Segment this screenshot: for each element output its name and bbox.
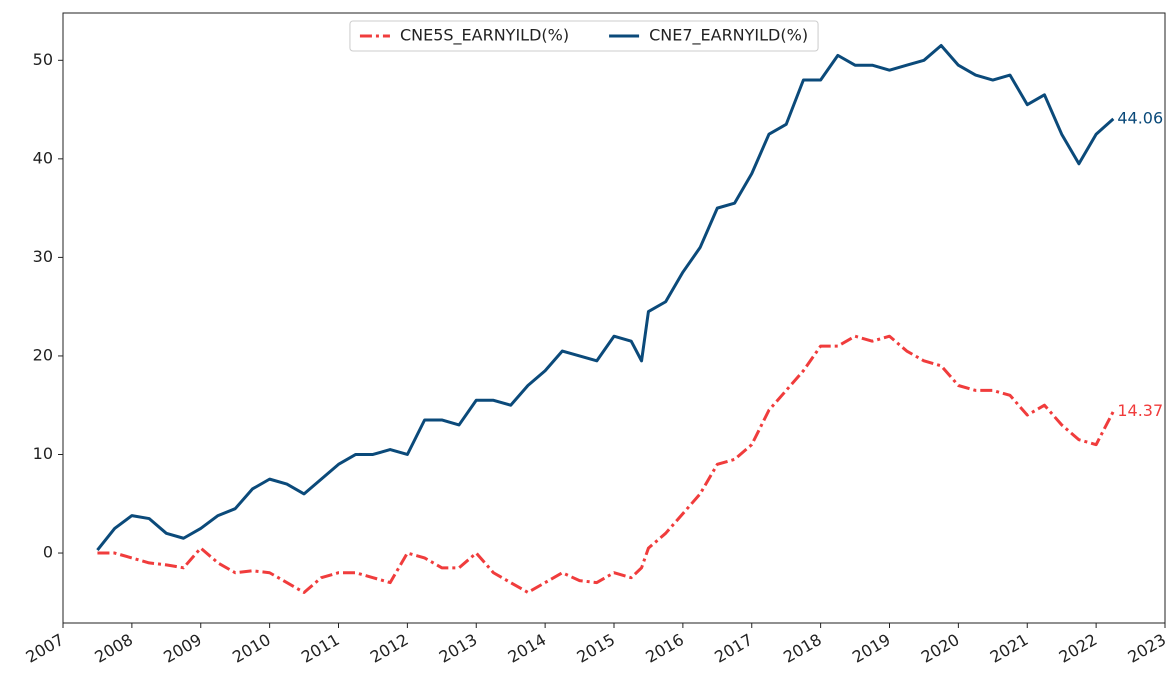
legend-label: CNE5S_EARNYILD(%) (400, 26, 569, 46)
legend-box (349, 20, 819, 52)
series-line (97, 334, 1115, 594)
x-tick-label: 2023 (1124, 630, 1169, 667)
y-tick-label: 40 (33, 148, 53, 167)
y-tick-label: 20 (33, 345, 53, 364)
x-tick-label: 2008 (91, 630, 136, 667)
x-tick-label: 2018 (780, 630, 825, 667)
y-tick-label: 10 (33, 444, 53, 463)
end-label: 44.06 (1117, 108, 1163, 127)
y-tick-label: 50 (33, 50, 53, 69)
x-tick-label: 2017 (711, 630, 756, 667)
x-tick-label: 2021 (987, 630, 1032, 667)
x-tick-label: 2014 (505, 630, 550, 667)
legend-item: CNE7_EARNYILD(%) (609, 26, 808, 46)
legend-item: CNE5S_EARNYILD(%) (359, 26, 569, 46)
x-tick-label: 2010 (229, 630, 274, 667)
x-tick-label: 2011 (298, 630, 343, 667)
x-tick-label: 2007 (22, 630, 67, 667)
x-tick-label: 2009 (160, 630, 205, 667)
x-tick-label: 2013 (436, 630, 481, 667)
x-tick-label: 2016 (642, 630, 687, 667)
x-tick-label: 2022 (1056, 630, 1101, 667)
x-tick-label: 2015 (573, 630, 618, 667)
plot-frame (62, 12, 1166, 624)
x-tick-label: 2019 (849, 630, 894, 667)
x-tick-label: 2020 (918, 630, 963, 667)
legend-label: CNE7_EARNYILD(%) (649, 26, 808, 46)
y-tick-label: 30 (33, 247, 53, 266)
legend: CNE5S_EARNYILD(%) CNE7_EARNYILD(%) (349, 20, 819, 52)
series-line (96, 44, 1115, 552)
x-tick-label: 2012 (367, 630, 412, 667)
y-tick-label: 0 (43, 543, 53, 562)
end-label: 14.37 (1117, 401, 1163, 420)
